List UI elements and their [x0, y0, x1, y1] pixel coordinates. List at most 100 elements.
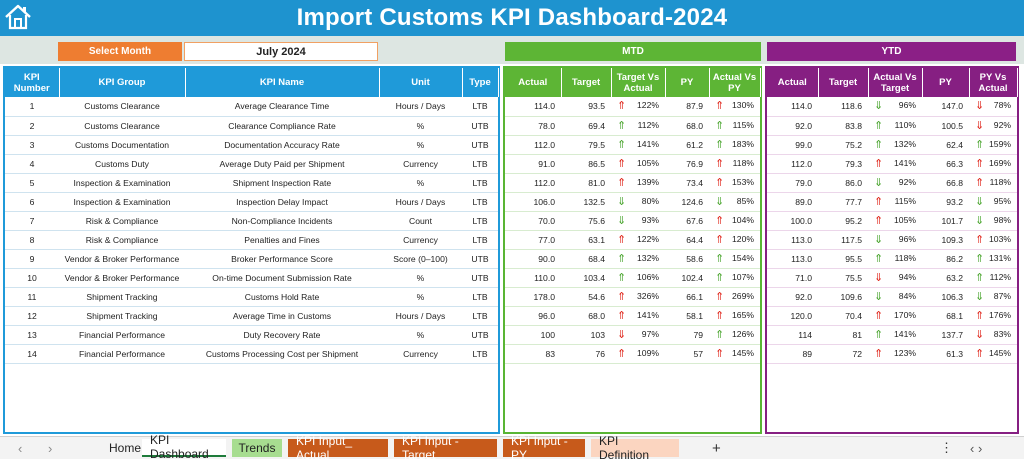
mtd-target-cell: 103 [561, 325, 611, 345]
ytd-avt-cell: ⇑ 110% [868, 116, 922, 136]
type-cell: UTB [462, 268, 498, 288]
green-down-arrow-icon: ⇓ [975, 290, 985, 303]
table-row: 7 Risk & Compliance Non-Compliance Inciden… [5, 211, 498, 231]
green-up-arrow-icon: ⇑ [617, 119, 627, 132]
kpi-group-cell: Shipment Tracking [59, 287, 185, 307]
mtd-tva-value: 97% [641, 328, 659, 339]
month-selector[interactable]: July 2024 [184, 42, 378, 61]
mtd-tva-value: 109% [637, 347, 659, 358]
kpi-name-cell: Average Time in Customs [185, 306, 379, 326]
mtd-py-cell: 66.1 [665, 287, 709, 307]
ytd-py-cell: 137.7 [922, 325, 969, 345]
green-up-arrow-icon: ⇑ [874, 252, 884, 265]
mtd-avp-value: 153% [732, 176, 754, 187]
ytd-actual-cell: 92.0 [767, 116, 818, 136]
kpi-number-cell: 6 [5, 192, 59, 212]
ytd-pva-cell: ⇓ 87% [969, 287, 1017, 307]
home-icon[interactable] [4, 3, 32, 31]
mtd-avp-value: 104% [732, 214, 754, 225]
kpi-group-cell: Shipment Tracking [59, 306, 185, 326]
green-down-arrow-icon: ⇓ [874, 233, 884, 246]
kpi-name-cell: Broker Performance Score [185, 249, 379, 269]
next-sheet-arrow[interactable]: › [48, 440, 53, 456]
mtd-tva-cell: ⇓ 97% [611, 325, 665, 345]
mtd-py-cell: 73.4 [665, 173, 709, 193]
ytd-pva-value: 95% [993, 195, 1011, 206]
mtd-tva-value: 132% [637, 252, 659, 263]
tabbar-scroll-arrows[interactable]: ‹ › [970, 440, 983, 456]
ytd-header-2: Actual Vs Target [868, 68, 923, 97]
ytd-py-cell: 100.5 [922, 116, 969, 136]
unit-cell: % [379, 173, 462, 193]
ytd-avt-value: 141% [894, 157, 916, 168]
more-menu-icon[interactable]: ⋮ [940, 440, 953, 455]
ytd-actual-cell: 120.0 [767, 306, 818, 326]
kpi-name-cell: Average Clearance Time [185, 97, 379, 117]
kpi-group-cell: Customs Clearance [59, 116, 185, 136]
unit-cell: Currency [379, 154, 462, 174]
table-row: 1 Customs Clearance Average Clearance Time… [5, 97, 498, 117]
mtd-target-cell: 132.5 [561, 192, 611, 212]
table-row: 78.0 69.4 ⇑ 112% 68.0 ⇑ 115% [505, 116, 760, 136]
mtd-avp-value: 183% [732, 138, 754, 149]
ytd-actual-cell: 79.0 [767, 173, 818, 193]
unit-cell: Currency [379, 344, 462, 364]
table-row: 12 Shipment Tracking Average Time in Custo… [5, 306, 498, 326]
sheet-tab-kpi-input-py[interactable]: KPI Input - PY [503, 434, 585, 459]
mtd-actual-cell: 112.0 [505, 173, 561, 193]
table-row: 114.0 93.5 ⇑ 122% 87.9 ⇑ 130% [505, 97, 760, 117]
mtd-tva-value: 105% [637, 157, 659, 168]
table-row: 79.0 86.0 ⇓ 92% 66.8 ⇑ 118% [767, 173, 1017, 193]
red-up-arrow-icon: ⇑ [715, 309, 725, 322]
header-kpi-number: KPI Number [5, 68, 60, 97]
kpi-number-cell: 10 [5, 268, 59, 288]
add-sheet-button[interactable]: + [712, 439, 721, 457]
ytd-header-4: PY Vs Actual [969, 68, 1018, 97]
ytd-avt-value: 170% [894, 309, 916, 320]
mtd-target-cell: 79.5 [561, 135, 611, 155]
mtd-actual-cell: 96.0 [505, 306, 561, 326]
kpi-name-cell: Non-Compliance Incidents [185, 211, 379, 231]
sheet-tab-kpi-definition[interactable]: KPI Definition [591, 434, 679, 459]
ytd-pva-cell: ⇑ 145% [969, 344, 1017, 364]
ytd-target-cell: 77.7 [818, 192, 868, 212]
type-cell: UTB [462, 325, 498, 345]
red-down-arrow-icon: ⇓ [874, 271, 884, 284]
kpi-name-cell: On-time Document Submission Rate [185, 268, 379, 288]
mtd-actual-cell: 90.0 [505, 249, 561, 269]
ytd-pva-value: 98% [993, 214, 1011, 225]
mtd-py-cell: 57 [665, 344, 709, 364]
ytd-target-cell: 81 [818, 325, 868, 345]
sheet-tab-kpi-dashboard[interactable]: KPI Dashboard [142, 433, 226, 459]
red-up-arrow-icon: ⇑ [617, 100, 627, 113]
mtd-tva-value: 122% [637, 100, 659, 111]
mtd-avp-value: 120% [732, 233, 754, 244]
kpi-number-cell: 1 [5, 97, 59, 117]
red-up-arrow-icon: ⇑ [874, 157, 884, 170]
ytd-avt-cell: ⇓ 84% [868, 287, 922, 307]
unit-cell: % [379, 268, 462, 288]
mtd-target-cell: 54.6 [561, 287, 611, 307]
type-cell: UTB [462, 249, 498, 269]
ytd-actual-cell: 112.0 [767, 154, 818, 174]
mtd-avp-value: 118% [732, 157, 754, 168]
mtd-avp-cell: ⇑ 130% [709, 97, 760, 117]
green-up-arrow-icon: ⇑ [715, 252, 725, 265]
table-row: 83 76 ⇑ 109% 57 ⇑ 145% [505, 344, 760, 364]
mtd-avp-cell: ⇑ 154% [709, 249, 760, 269]
green-up-arrow-icon: ⇑ [617, 138, 627, 151]
type-cell: LTB [462, 192, 498, 212]
table-row: 114.0 118.6 ⇓ 96% 147.0 ⇓ 78% [767, 97, 1017, 117]
mtd-py-cell: 68.0 [665, 116, 709, 136]
ytd-header-3: PY [922, 68, 970, 97]
green-up-arrow-icon: ⇑ [715, 119, 725, 132]
sheet-tab-kpi-input-target[interactable]: KPI Input - Target [394, 434, 497, 459]
sheet-tab-trends[interactable]: Trends [232, 439, 282, 457]
sheet-tab-kpi-input-actual[interactable]: KPI Input_ Actual [288, 434, 388, 459]
table-row: 92.0 83.8 ⇑ 110% 100.5 ⇓ 92% [767, 116, 1017, 136]
mtd-tva-value: 326% [637, 290, 659, 301]
prev-sheet-arrow[interactable]: ‹ [18, 440, 23, 456]
ytd-py-cell: 62.4 [922, 135, 969, 155]
unit-cell: Score (0–100) [379, 249, 462, 269]
mtd-py-cell: 61.2 [665, 135, 709, 155]
